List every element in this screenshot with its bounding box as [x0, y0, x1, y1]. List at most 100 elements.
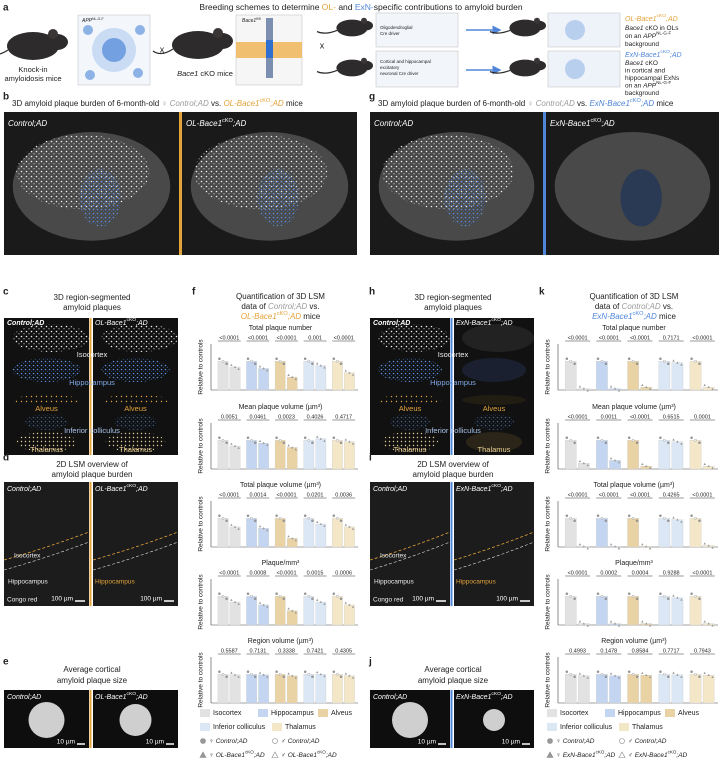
- point-marker: [332, 436, 336, 440]
- legend-swatch: [200, 709, 210, 717]
- label: OL-Bace1cKO;AD: [186, 118, 246, 128]
- point-marker: [316, 670, 319, 674]
- point-marker: [609, 385, 613, 388]
- bar: [671, 441, 684, 470]
- bar: [303, 518, 315, 548]
- label: amyloid plaques: [63, 303, 121, 312]
- bar: [596, 518, 608, 548]
- point-marker: [600, 594, 604, 598]
- point-marker: [303, 592, 307, 596]
- text-part: vs.: [661, 302, 673, 311]
- text-part: OL-Bace1: [95, 486, 127, 493]
- label: Quantification of 3D LSM: [236, 292, 325, 301]
- image-bg: [370, 482, 450, 606]
- isocortex-plaques: [101, 324, 178, 352]
- point-marker: [250, 359, 253, 363]
- legend-marker: [271, 751, 279, 758]
- point-marker: [694, 359, 697, 363]
- point-marker: [237, 602, 240, 605]
- label: Control;AD: [8, 119, 47, 128]
- label: x: [320, 40, 325, 50]
- p-value: 0.4265: [663, 492, 680, 498]
- point-marker: [344, 523, 348, 526]
- point-marker: [707, 544, 710, 547]
- text-part: Control;AD: [268, 302, 307, 311]
- text-part: on an: [625, 82, 643, 89]
- text-part: cKO: [127, 691, 137, 697]
- legend-label: ♀ Control;AD: [209, 738, 248, 745]
- legend-swatch: [619, 723, 629, 731]
- legend-marker: [547, 738, 553, 744]
- point-marker: [663, 438, 666, 442]
- point-marker: [336, 438, 339, 442]
- cell: [85, 70, 95, 80]
- label: 3D region-segmented: [54, 293, 131, 302]
- point-marker: [323, 674, 326, 678]
- point-marker: [582, 622, 586, 625]
- point-marker: [573, 597, 576, 601]
- p-value: <0.0001: [219, 570, 239, 576]
- point-marker: [613, 545, 617, 548]
- hippocampus: [444, 169, 486, 227]
- text-part: cKO: [596, 750, 605, 755]
- bar: [689, 361, 702, 391]
- colliculus-plaques: [390, 414, 430, 430]
- point-marker: [311, 597, 314, 601]
- point-marker: [659, 436, 662, 440]
- point-marker: [600, 672, 604, 676]
- hippocampus: [620, 169, 662, 227]
- label: background: [625, 41, 659, 48]
- point-marker: [348, 674, 351, 677]
- point-marker: [287, 535, 290, 538]
- plaque: [483, 709, 505, 731]
- label: x: [160, 44, 165, 54]
- point-marker: [218, 357, 221, 361]
- legend-label: Alveus: [678, 710, 700, 717]
- point-marker: [596, 436, 600, 440]
- label: Alveus: [124, 404, 147, 413]
- label: Control;AD: [373, 320, 410, 327]
- isocortex-plaques: [462, 324, 534, 352]
- p-value: 0.1478: [600, 648, 617, 654]
- point-marker: [246, 592, 250, 596]
- text-part: ;AD: [501, 320, 513, 327]
- point-marker: [648, 466, 652, 470]
- bar: [303, 361, 315, 391]
- bar: [229, 526, 241, 548]
- p-value: 0.4993: [569, 648, 586, 654]
- text-part: Quantification of 3D LSM: [236, 292, 325, 301]
- point-marker: [609, 620, 613, 623]
- bar: [315, 438, 327, 470]
- mouse-tail: [489, 69, 511, 74]
- point-marker: [609, 543, 613, 546]
- point-marker: [578, 672, 582, 675]
- point-marker: [582, 461, 586, 465]
- bar: [258, 368, 269, 391]
- point-marker: [225, 441, 228, 445]
- text-part: ExN-Bace1: [635, 752, 668, 759]
- point-marker: [604, 519, 608, 523]
- bar: [274, 596, 286, 626]
- thalamus-plaques: [382, 432, 438, 452]
- panel-label: d: [3, 453, 9, 464]
- cell: [135, 25, 145, 35]
- point-marker: [641, 620, 644, 623]
- hippocampus-plaques: [378, 358, 442, 382]
- y-axis-label: Relative to controls: [198, 574, 205, 630]
- isocortex-plaques: [378, 324, 450, 352]
- thalamus-plaques: [16, 432, 77, 452]
- y-axis-label: Relative to controls: [545, 652, 552, 708]
- text-part: ;AD: [601, 119, 615, 128]
- bar: [229, 601, 241, 626]
- point-marker: [659, 592, 662, 596]
- bar: [689, 674, 702, 704]
- bar: [609, 675, 621, 704]
- p-value: 0.0051: [221, 414, 238, 420]
- mouse-body: [336, 59, 368, 77]
- point-marker: [253, 675, 257, 679]
- point-marker: [645, 545, 648, 548]
- bar: [344, 441, 355, 470]
- text-part: Control;AD: [635, 738, 667, 745]
- hippocampus-plaques: [12, 358, 81, 382]
- point-marker: [278, 672, 282, 676]
